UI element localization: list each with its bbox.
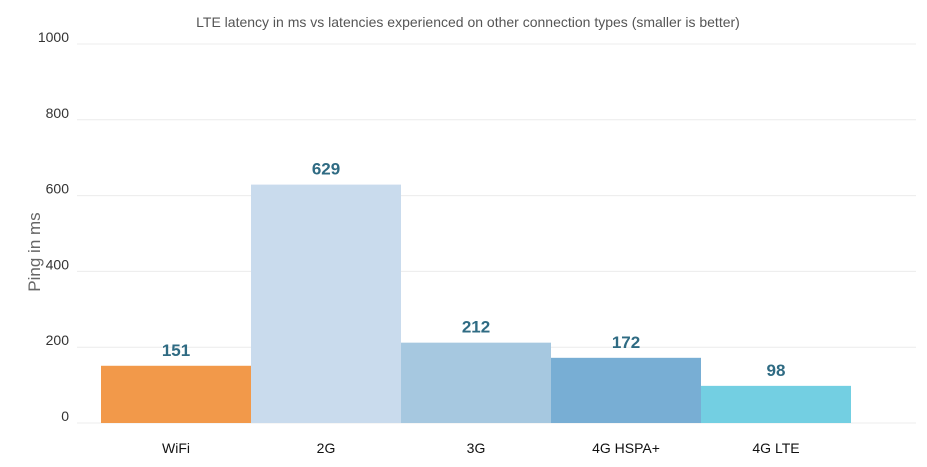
x-tick-label: 3G (467, 440, 486, 456)
bar-4g-lte (701, 385, 851, 423)
x-axis-ticks: WiFi 2G 3G 4G HSPA+ 4G LTE (162, 440, 800, 456)
y-tick-label: 200 (46, 332, 70, 348)
bar-4g-hspa- (551, 357, 701, 423)
y-tick-label: 1000 (38, 29, 69, 45)
y-tick-label: 0 (61, 408, 69, 424)
chart-title: LTE latency in ms vs latencies experienc… (196, 14, 740, 30)
y-axis-ticks: 0 200 400 600 800 1000 (38, 29, 69, 424)
y-tick-label: 400 (46, 256, 70, 272)
bar-wifi (101, 365, 251, 423)
bar-2g (251, 184, 401, 423)
x-tick-label: 2G (317, 440, 336, 456)
bar-value-label: 98 (767, 361, 786, 380)
x-tick-label: 4G LTE (752, 440, 799, 456)
x-tick-label: 4G HSPA+ (592, 440, 660, 456)
y-axis-label: Ping in ms (25, 212, 44, 291)
bar-value-label: 629 (312, 160, 340, 179)
y-tick-label: 600 (46, 181, 70, 197)
x-tick-label: WiFi (162, 440, 190, 456)
bar-value-label: 151 (162, 341, 190, 360)
bar-value-label: 172 (612, 333, 640, 352)
bars (101, 184, 851, 423)
y-tick-label: 800 (46, 105, 70, 121)
bar-3g (401, 342, 551, 423)
bar-value-label: 212 (462, 318, 490, 337)
value-labels: 151 629 212 172 98 (162, 160, 786, 380)
